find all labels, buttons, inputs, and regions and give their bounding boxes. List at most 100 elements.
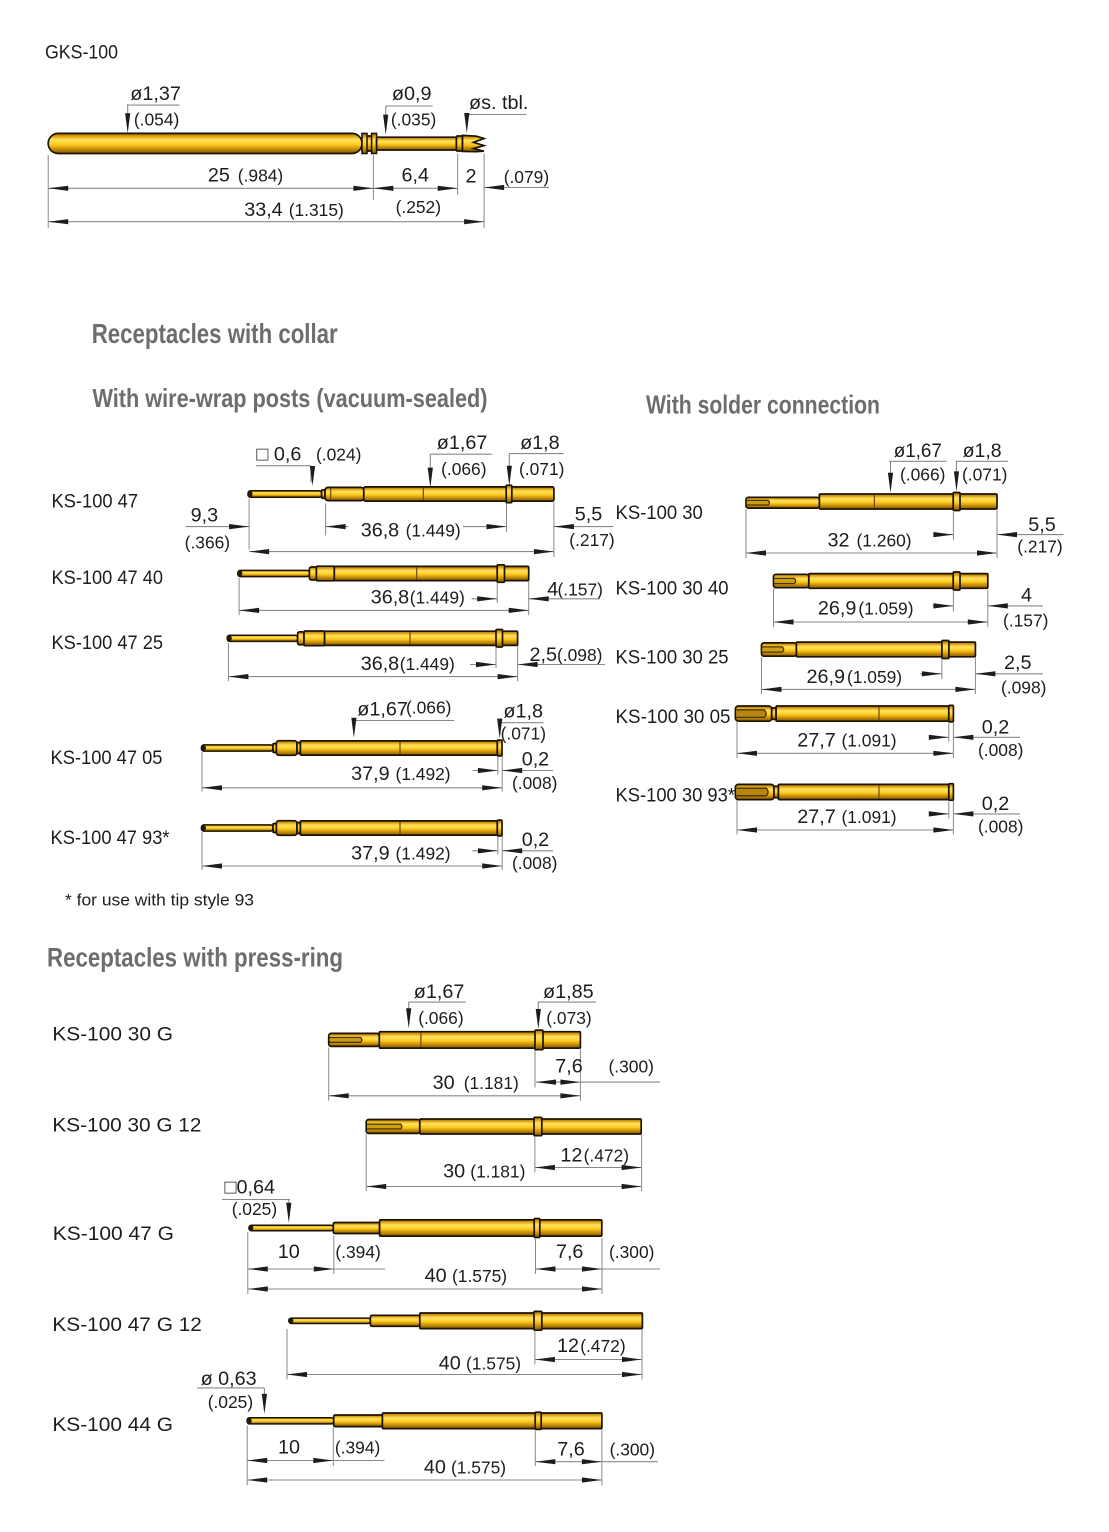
svg-text:(.008): (.008) xyxy=(512,853,557,873)
svg-text:40: 40 xyxy=(439,1352,461,1374)
svg-text:Receptacles with press-ring: Receptacles with press-ring xyxy=(47,942,343,972)
svg-text:(.217): (.217) xyxy=(569,530,614,550)
svg-text:□0,64: □0,64 xyxy=(225,1177,275,1199)
svg-text:10: 10 xyxy=(278,1437,300,1459)
svg-text:(.217): (.217) xyxy=(1017,536,1062,556)
svg-text:(.008): (.008) xyxy=(978,740,1023,760)
svg-text:KS-100 30 G 12: KS-100 30 G 12 xyxy=(52,1115,201,1137)
svg-text:□ 0,6: □ 0,6 xyxy=(256,444,301,466)
svg-text:37,9: 37,9 xyxy=(351,843,390,865)
svg-text:ø1,67: ø1,67 xyxy=(414,981,465,1003)
svg-text:ø1,8: ø1,8 xyxy=(520,432,560,454)
svg-text:(1.091): (1.091) xyxy=(842,807,897,827)
svg-text:(1.059): (1.059) xyxy=(847,667,902,687)
svg-text:26,9: 26,9 xyxy=(807,666,846,688)
svg-text:(.472): (.472) xyxy=(580,1336,625,1356)
svg-text:37,9: 37,9 xyxy=(351,763,390,785)
svg-text:7,6: 7,6 xyxy=(557,1438,585,1460)
svg-text:(.035): (.035) xyxy=(391,110,436,130)
svg-text:ø1,8: ø1,8 xyxy=(503,701,543,723)
svg-text:7,6: 7,6 xyxy=(556,1241,584,1263)
svg-text:(.008): (.008) xyxy=(978,817,1023,837)
svg-text:0,2: 0,2 xyxy=(522,749,550,771)
svg-text:30: 30 xyxy=(433,1072,455,1094)
svg-text:33,4: 33,4 xyxy=(244,199,283,221)
svg-text:(.157): (.157) xyxy=(558,579,603,599)
svg-text:(1.492): (1.492) xyxy=(396,764,451,784)
svg-text:(.157): (.157) xyxy=(1003,610,1048,630)
svg-text:(1.575): (1.575) xyxy=(451,1458,506,1478)
svg-text:27,7: 27,7 xyxy=(797,806,836,828)
svg-text:With wire-wrap posts (vacuum-s: With wire-wrap posts (vacuum-sealed) xyxy=(93,383,488,413)
svg-text:27,7: 27,7 xyxy=(797,729,836,751)
svg-text:25: 25 xyxy=(208,164,230,186)
svg-text:KS-100 30 G: KS-100 30 G xyxy=(52,1023,173,1045)
svg-text:0,2: 0,2 xyxy=(522,829,550,851)
svg-text:With solder connection: With solder connection xyxy=(646,390,880,420)
svg-text:5,5: 5,5 xyxy=(1028,514,1056,536)
svg-text:(.066): (.066) xyxy=(441,459,486,479)
svg-text:(.079): (.079) xyxy=(504,167,549,187)
svg-text:ø1,67: ø1,67 xyxy=(357,699,408,721)
svg-text:(.252): (.252) xyxy=(396,197,441,217)
svg-text:ø 0,63: ø 0,63 xyxy=(201,1368,257,1390)
svg-text:36,8: 36,8 xyxy=(361,520,400,542)
svg-text:KS-100 30: KS-100 30 xyxy=(616,502,703,524)
svg-text:(.071): (.071) xyxy=(519,459,564,479)
svg-text:ø1,37: ø1,37 xyxy=(130,83,181,105)
svg-text:2: 2 xyxy=(466,166,477,188)
svg-text:7,6: 7,6 xyxy=(555,1055,583,1077)
svg-text:36,8: 36,8 xyxy=(371,586,410,608)
svg-text:(1.449): (1.449) xyxy=(400,654,455,674)
svg-text:(.073): (.073) xyxy=(546,1008,591,1028)
svg-text:(1.091): (1.091) xyxy=(842,730,897,750)
svg-text:10: 10 xyxy=(278,1241,300,1263)
svg-text:(.366): (.366) xyxy=(185,533,230,553)
svg-text:(.984): (.984) xyxy=(238,165,283,185)
svg-text:(1.260): (1.260) xyxy=(857,531,912,551)
svg-text:KS-100 47: KS-100 47 xyxy=(52,491,139,513)
svg-text:(.071): (.071) xyxy=(962,464,1007,484)
svg-text:(.394): (.394) xyxy=(335,1438,380,1458)
svg-text:6,4: 6,4 xyxy=(402,164,430,186)
svg-text:36,8: 36,8 xyxy=(361,653,400,675)
svg-text:12: 12 xyxy=(560,1144,582,1166)
svg-text:ø1,67: ø1,67 xyxy=(894,440,942,462)
svg-text:(.066): (.066) xyxy=(900,464,945,484)
svg-text:2,5: 2,5 xyxy=(530,644,558,666)
svg-text:KS-100 47 93*: KS-100 47 93* xyxy=(51,827,170,849)
svg-text:40: 40 xyxy=(424,1457,446,1479)
svg-text:(1.181): (1.181) xyxy=(464,1073,519,1093)
svg-text:32: 32 xyxy=(828,530,850,552)
svg-text:Receptacles with collar: Receptacles with collar xyxy=(92,318,338,349)
svg-text:(.024): (.024) xyxy=(316,445,361,465)
svg-text:ø0,9: ø0,9 xyxy=(392,83,432,105)
svg-text:KS-100 47 05: KS-100 47 05 xyxy=(51,747,163,769)
svg-text:2,5: 2,5 xyxy=(1004,652,1032,674)
svg-text:KS-100 47 25: KS-100 47 25 xyxy=(52,632,164,654)
svg-text:(.300): (.300) xyxy=(609,1056,654,1076)
svg-text:(.025): (.025) xyxy=(208,1392,253,1412)
svg-text:KS-100 30 93*: KS-100 30 93* xyxy=(616,785,736,807)
svg-text:ø1,67: ø1,67 xyxy=(437,432,488,454)
svg-text:KS-100 47 G 12: KS-100 47 G 12 xyxy=(52,1314,202,1336)
svg-text:(1.492): (1.492) xyxy=(396,844,451,864)
svg-text:0,2: 0,2 xyxy=(982,717,1010,739)
svg-text:(.066): (.066) xyxy=(406,698,451,718)
svg-text:* for use with tip style 93: * for use with tip style 93 xyxy=(65,892,254,910)
svg-text:(.008): (.008) xyxy=(512,773,557,793)
svg-text:ø1,85: ø1,85 xyxy=(543,981,594,1003)
svg-text:KS-100 47 G: KS-100 47 G xyxy=(53,1223,174,1245)
svg-text:(1.575): (1.575) xyxy=(452,1266,507,1286)
svg-text:12: 12 xyxy=(557,1335,579,1357)
svg-text:(.054): (.054) xyxy=(134,110,179,130)
svg-text:KS-100 30 40: KS-100 30 40 xyxy=(616,577,729,599)
svg-text:(.394): (.394) xyxy=(335,1242,380,1262)
svg-text:40: 40 xyxy=(425,1265,447,1287)
svg-text:0,2: 0,2 xyxy=(982,793,1010,815)
svg-text:KS-100 30 05: KS-100 30 05 xyxy=(616,706,731,728)
svg-text:(.066): (.066) xyxy=(418,1008,463,1028)
svg-text:(.025): (.025) xyxy=(232,1199,277,1219)
svg-text:(.300): (.300) xyxy=(610,1439,655,1459)
svg-text:KS-100 44 G: KS-100 44 G xyxy=(52,1414,173,1436)
